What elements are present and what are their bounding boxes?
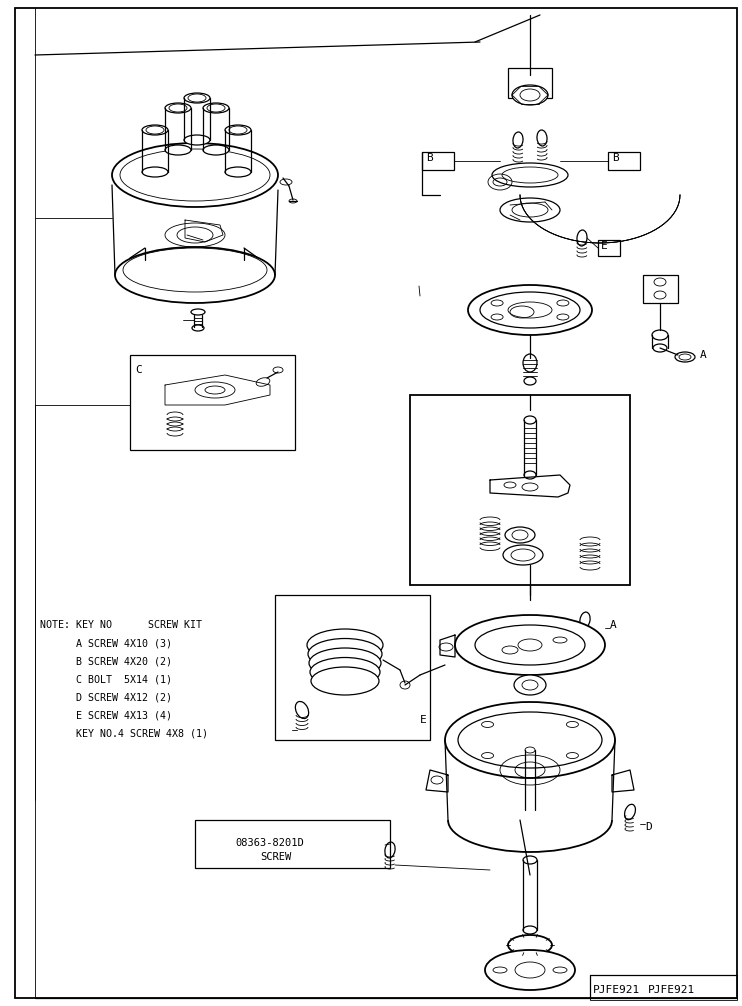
Ellipse shape xyxy=(485,950,575,990)
Text: B: B xyxy=(612,153,619,163)
Text: C: C xyxy=(135,365,142,375)
Text: B: B xyxy=(426,153,433,163)
Bar xyxy=(410,395,630,585)
Text: PJFE921: PJFE921 xyxy=(593,985,640,995)
Ellipse shape xyxy=(184,93,210,103)
Text: PJFE921: PJFE921 xyxy=(648,985,695,995)
Text: SCREW: SCREW xyxy=(260,852,292,862)
Ellipse shape xyxy=(225,125,251,135)
Ellipse shape xyxy=(445,702,615,778)
Ellipse shape xyxy=(142,167,168,177)
Ellipse shape xyxy=(492,163,568,187)
Text: KEY NO.4 SCREW 4X8 (1): KEY NO.4 SCREW 4X8 (1) xyxy=(40,728,208,738)
Ellipse shape xyxy=(310,658,380,686)
Text: A: A xyxy=(610,620,617,630)
Ellipse shape xyxy=(165,103,191,113)
Ellipse shape xyxy=(524,416,536,424)
Ellipse shape xyxy=(203,145,229,155)
Ellipse shape xyxy=(514,675,546,695)
Ellipse shape xyxy=(455,615,605,675)
Ellipse shape xyxy=(500,198,560,222)
Ellipse shape xyxy=(203,103,229,113)
Ellipse shape xyxy=(508,935,552,955)
Text: A SCREW 4X10 (3): A SCREW 4X10 (3) xyxy=(40,638,172,648)
Ellipse shape xyxy=(468,285,592,335)
Bar xyxy=(598,240,620,256)
Ellipse shape xyxy=(307,629,383,661)
Ellipse shape xyxy=(523,856,537,864)
Ellipse shape xyxy=(311,667,379,695)
Ellipse shape xyxy=(524,471,536,479)
Text: D: D xyxy=(645,822,651,832)
Ellipse shape xyxy=(512,85,548,105)
Ellipse shape xyxy=(225,167,251,177)
Bar xyxy=(195,820,390,868)
Ellipse shape xyxy=(165,145,191,155)
Text: NOTE: KEY NO      SCREW KIT: NOTE: KEY NO SCREW KIT xyxy=(40,620,202,630)
Ellipse shape xyxy=(112,143,278,207)
Text: C BOLT  5X14 (1): C BOLT 5X14 (1) xyxy=(40,674,172,684)
Ellipse shape xyxy=(503,545,543,565)
Ellipse shape xyxy=(505,527,535,543)
Ellipse shape xyxy=(142,125,168,135)
Text: D SCREW 4X12 (2): D SCREW 4X12 (2) xyxy=(40,692,172,702)
Ellipse shape xyxy=(525,747,535,753)
Ellipse shape xyxy=(523,926,537,934)
Ellipse shape xyxy=(309,648,381,678)
Text: A: A xyxy=(700,350,706,360)
Text: E: E xyxy=(420,715,427,725)
Text: 08363-8201D: 08363-8201D xyxy=(235,838,303,848)
Bar xyxy=(275,595,430,740)
Text: E SCREW 4X13 (4): E SCREW 4X13 (4) xyxy=(40,710,172,720)
Ellipse shape xyxy=(516,703,544,717)
Bar xyxy=(130,355,295,450)
Ellipse shape xyxy=(184,135,210,145)
Bar xyxy=(422,152,454,170)
Bar xyxy=(508,68,552,98)
Text: B SCREW 4X20 (2): B SCREW 4X20 (2) xyxy=(40,656,172,666)
Ellipse shape xyxy=(308,639,382,670)
Bar xyxy=(643,275,678,303)
Text: E: E xyxy=(601,241,608,252)
Bar xyxy=(590,975,737,1000)
Bar xyxy=(608,152,640,170)
Ellipse shape xyxy=(115,247,275,303)
